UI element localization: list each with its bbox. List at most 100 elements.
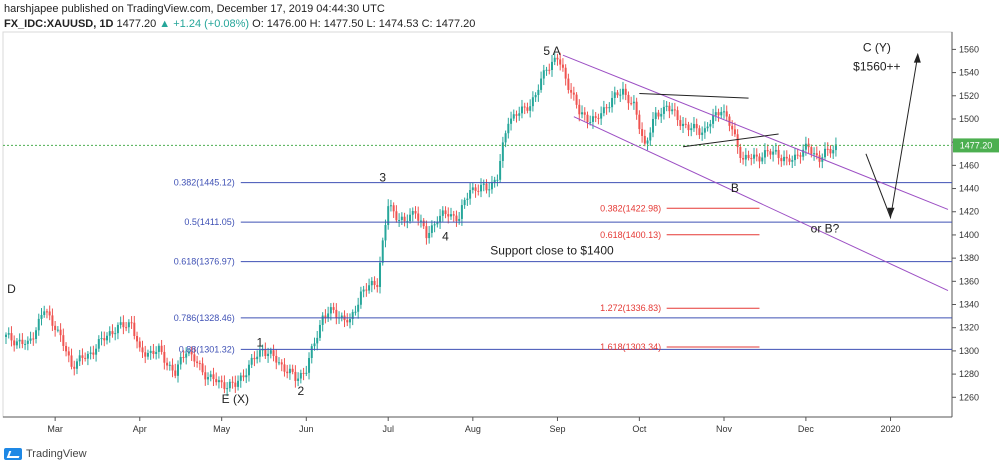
candle-body: [409, 214, 412, 222]
candle-body: [299, 372, 302, 379]
candle-body: [447, 214, 450, 217]
candle-body: [155, 351, 158, 355]
candle-body: [824, 148, 826, 158]
candle-body: [684, 123, 687, 125]
candle-body: [490, 182, 493, 190]
candle-body: [32, 338, 35, 340]
candle-body: [157, 345, 160, 352]
candle-body: [750, 158, 753, 160]
candle-body: [572, 92, 575, 95]
candle-body: [433, 224, 436, 226]
candle-body: [570, 89, 573, 93]
candle-body: [496, 179, 499, 181]
candle-body: [529, 106, 532, 111]
candle-body: [228, 381, 231, 389]
candle-body: [81, 355, 84, 358]
candle-body: [578, 104, 581, 115]
candle-body: [272, 350, 275, 356]
candle-body: [335, 309, 338, 319]
projection-path: [865, 55, 919, 220]
candle-body: [695, 123, 698, 129]
candle-body: [316, 337, 319, 344]
candle-body: [256, 356, 259, 360]
fib-retracement-label: 0.382(1445.12): [174, 178, 235, 188]
candle-body: [540, 78, 543, 90]
candle-body: [832, 150, 835, 154]
y-tick-label: 1420: [959, 207, 979, 217]
candle-body: [548, 69, 551, 71]
candle-body: [65, 345, 68, 352]
candle-body: [646, 140, 649, 144]
candle-body: [302, 372, 305, 374]
candle-body: [152, 350, 155, 355]
candle-body: [720, 111, 723, 116]
candle-body: [698, 128, 701, 135]
candle-body: [733, 129, 736, 135]
candle-body: [417, 213, 420, 221]
candle-body: [280, 362, 283, 365]
candle-body: [753, 154, 756, 159]
candle-body: [482, 183, 485, 185]
candle-body: [67, 351, 70, 356]
candle-body: [7, 333, 10, 335]
candle-body: [758, 156, 761, 162]
candle-body: [441, 210, 444, 216]
candle-body: [275, 355, 278, 363]
candle-body: [818, 155, 821, 162]
candle-body: [329, 307, 332, 314]
candle-body: [671, 109, 674, 112]
candle-body: [665, 105, 668, 107]
candle-body: [690, 128, 693, 131]
candle-body: [567, 78, 570, 90]
candle-body: [605, 107, 608, 109]
candle-body: [212, 374, 215, 380]
candle-body: [253, 357, 256, 360]
candle-body: [10, 333, 13, 341]
candle-body: [701, 132, 704, 135]
fib-retracement-label: 0.88(1301.32): [179, 344, 235, 354]
candle-body: [728, 116, 731, 126]
candle-body: [217, 380, 220, 383]
x-tick-label: Jun: [299, 424, 314, 434]
candle-body: [78, 355, 81, 362]
candle-body: [619, 94, 622, 96]
wave-label: C (Y): [863, 41, 891, 55]
candle-body: [395, 211, 398, 221]
candle-body: [359, 291, 362, 305]
candle-body: [444, 210, 447, 215]
candle-body: [308, 357, 311, 373]
candle-body: [92, 352, 95, 355]
candle-body: [278, 362, 280, 364]
candle-body: [799, 155, 802, 157]
candle-body: [608, 107, 611, 109]
channel-upper-line: [562, 54, 949, 210]
candle-body: [160, 345, 163, 352]
candle-body: [662, 106, 665, 114]
candle-body: [5, 334, 7, 337]
candle-body: [635, 101, 638, 115]
tradingview-logo[interactable]: TradingView: [4, 448, 87, 460]
candle-body: [742, 157, 745, 160]
candle-body: [493, 179, 496, 183]
candle-body: [439, 215, 442, 223]
candle-body: [469, 190, 472, 199]
candle-body: [15, 341, 18, 346]
candle-body: [772, 151, 775, 155]
candle-body: [747, 154, 750, 159]
candle-body: [198, 363, 201, 365]
candle-body: [736, 134, 739, 148]
candle-body: [436, 222, 439, 225]
candle-body: [45, 311, 48, 313]
y-tick-label: 1520: [959, 91, 979, 101]
candle-body: [269, 350, 272, 354]
candle-body: [793, 154, 796, 161]
candle-body: [518, 113, 521, 116]
candle-body: [471, 187, 474, 191]
candle-body: [37, 318, 40, 331]
candle-body: [261, 349, 264, 351]
candle-body: [791, 160, 794, 162]
candle-body: [332, 307, 335, 310]
candle-body: [425, 226, 428, 239]
candle-body: [766, 150, 769, 152]
